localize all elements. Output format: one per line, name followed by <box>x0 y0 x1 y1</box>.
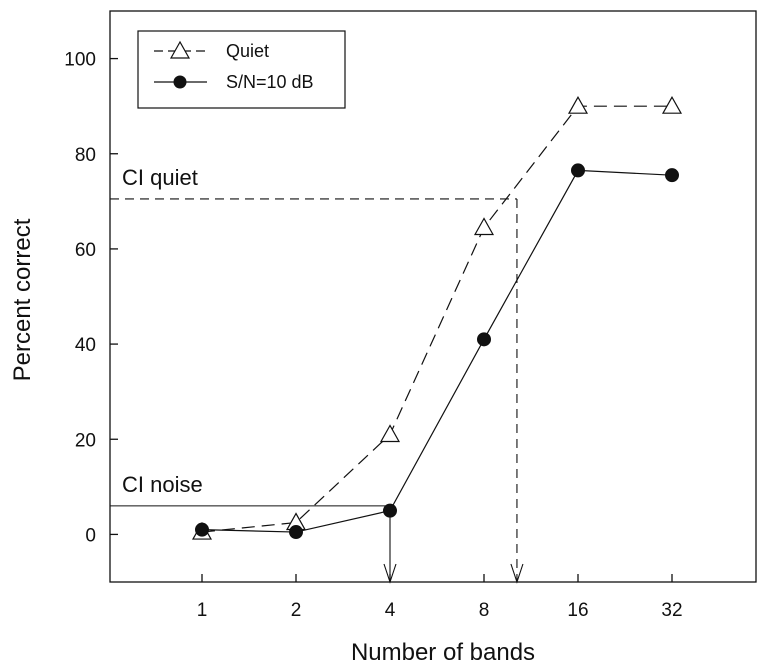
y-tick-label: 80 <box>75 145 96 166</box>
data-point-circle <box>195 522 209 537</box>
series-line <box>201 105 672 533</box>
legend-box <box>137 30 346 109</box>
plot-frame <box>109 10 757 583</box>
annotation-label: CI noise <box>122 472 203 497</box>
arrow-icon <box>383 563 397 584</box>
data-point-triangle <box>567 95 589 114</box>
y-axis-title: Percent correct <box>9 218 36 381</box>
x-axis-title: Number of bands <box>351 639 535 664</box>
x-tick-label: 4 <box>385 600 396 621</box>
data-point-circle <box>289 525 303 540</box>
x-tick-label: 32 <box>661 600 682 621</box>
x-tick-label: 1 <box>197 600 208 621</box>
legend-marker-circle <box>173 75 187 89</box>
data-point-circle <box>477 332 491 347</box>
data-point-triangle <box>473 217 495 236</box>
legend-marker-triangle <box>169 40 191 59</box>
data-point-circle <box>665 168 679 183</box>
data-point-circle <box>383 503 397 518</box>
legend-label: Quiet <box>226 41 269 61</box>
y-tick-label: 0 <box>85 525 96 546</box>
series-line <box>201 169 673 533</box>
x-tick-label: 16 <box>567 600 588 621</box>
arrow-icon <box>510 563 524 584</box>
y-tick-label: 60 <box>75 240 96 261</box>
legend-label: S/N=10 dB <box>226 72 314 92</box>
y-tick-label: 20 <box>75 430 96 451</box>
data-point-triangle <box>661 95 683 114</box>
x-tick-label: 2 <box>291 600 302 621</box>
y-tick-label: 100 <box>64 50 96 71</box>
data-point-circle <box>571 163 585 178</box>
x-tick-label: 8 <box>479 600 490 621</box>
data-point-triangle <box>379 424 401 443</box>
y-tick-label: 40 <box>75 335 96 356</box>
annotation-label: CI quiet <box>122 165 198 190</box>
